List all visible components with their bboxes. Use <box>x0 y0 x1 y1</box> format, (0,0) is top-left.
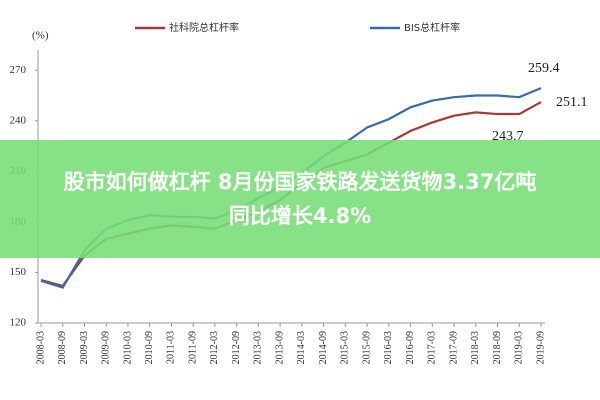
x-tick-label: 2015-03 <box>340 331 351 364</box>
y-tick-label: 270 <box>10 64 27 76</box>
x-tick-label: 2010-03 <box>122 331 133 364</box>
x-tick-label: 2018-09 <box>492 331 503 364</box>
y-unit: (%) <box>32 30 49 42</box>
y-tick-label: 240 <box>10 114 27 126</box>
x-tick-label: 2014-09 <box>318 331 329 364</box>
y-tick-label: 150 <box>10 266 27 278</box>
x-tick-label: 2012-03 <box>209 331 220 364</box>
legend-label: 社科院总杠杆率 <box>169 21 239 34</box>
x-tick-label: 2016-03 <box>383 331 394 364</box>
annotation: 251.1 <box>556 95 588 110</box>
x-tick-label: 2017-09 <box>448 331 459 364</box>
x-tick-label: 2012-09 <box>231 331 242 364</box>
x-tick-label: 2011-03 <box>166 331 177 364</box>
x-tick-label: 2013-03 <box>253 331 264 364</box>
x-tick-label: 2011-09 <box>187 331 198 364</box>
headline-line: 同比增长4.8% <box>228 204 372 228</box>
x-tick-label: 2008-03 <box>35 331 46 364</box>
x-tick-label: 2015-09 <box>361 331 372 364</box>
x-tick-label: 2008-09 <box>57 331 68 364</box>
x-tick-label: 2009-09 <box>101 331 112 364</box>
x-tick-label: 2016-09 <box>405 331 416 364</box>
x-tick-label: 2018-03 <box>470 331 481 364</box>
x-tick-label: 2010-09 <box>144 331 155 364</box>
y-tick-label: 120 <box>10 317 27 329</box>
headline-line: 股市如何做杠杆 8月份国家铁路发送货物3.37亿吨 <box>63 170 537 194</box>
x-tick-label: 2019-09 <box>535 331 546 364</box>
annotation: 259.4 <box>528 61 560 76</box>
x-tick-label: 2009-03 <box>79 331 90 364</box>
x-tick-label: 2019-03 <box>514 331 525 364</box>
legend-label: BIS总杠杆率 <box>404 21 460 34</box>
x-tick-label: 2014-03 <box>296 331 307 364</box>
headline-banner: 股市如何做杠杆 8月份国家铁路发送货物3.37亿吨 同比增长4.8% <box>0 140 600 258</box>
x-tick-label: 2013-09 <box>274 331 285 364</box>
x-tick-label: 2017-03 <box>427 331 438 364</box>
